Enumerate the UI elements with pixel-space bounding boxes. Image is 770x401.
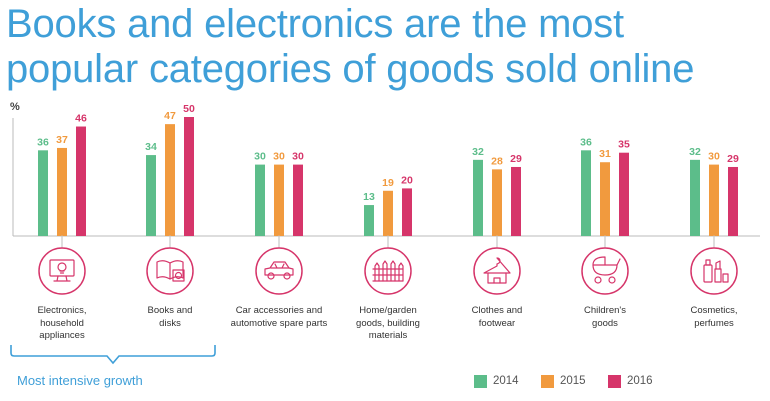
category-label-line: Clothes and (471, 305, 523, 316)
category-label-line: disks (159, 317, 181, 329)
data-label-children-s-goods-2016: 35 (618, 139, 630, 151)
data-label-electronics-household-appliances-2015: 37 (56, 134, 68, 146)
data-label-cosmetics-perfumes-2014: 32 (689, 146, 701, 158)
chart-title: Books and electronics are the most popul… (6, 2, 766, 92)
category-label-books-and-disks: Books and disks (105, 305, 235, 330)
legend-item-2015: 2015 (541, 373, 586, 389)
bar-group-home-garden-goods-building-materials: 13 19 20 (363, 174, 413, 236)
bar-groups: 36 37 46 34 47 50 30 30 30 13 19 20 32 28 29 36 31 35 32 30… (37, 103, 739, 236)
bar-car-accessories-and-automotive-spare-parts-2015 (274, 164, 284, 236)
bar-clothes-and-footwear-2014 (473, 159, 483, 236)
legend-item-2014: 2014 (474, 373, 519, 389)
legend-label-2015: 2015 (560, 375, 586, 387)
bar-group-children-s-goods: 36 31 35 (580, 136, 630, 236)
category-label-line: household (40, 317, 84, 329)
clothes-hanger-icon (473, 235, 521, 295)
bar-car-accessories-and-automotive-spare-parts-2016 (293, 164, 303, 236)
category-label-home-garden-goods-building-materials: Home/garden goods, building materials (323, 305, 453, 343)
category-label-line: Cosmetics, (690, 305, 738, 316)
bar-children-s-goods-2016 (619, 152, 629, 236)
legend-label-2016: 2016 (627, 375, 653, 387)
data-label-books-and-disks-2014: 34 (145, 141, 157, 153)
data-label-electronics-household-appliances-2016: 46 (75, 113, 87, 125)
data-label-children-s-goods-2015: 31 (599, 148, 611, 160)
bar-electronics-household-appliances-2015 (57, 147, 67, 236)
data-label-books-and-disks-2015: 47 (164, 110, 176, 122)
data-label-cosmetics-perfumes-2016: 29 (727, 153, 739, 165)
cosmetics-icon (690, 235, 738, 295)
legend-item-2016: 2016 (608, 373, 653, 389)
legend-swatch-2015 (541, 374, 554, 388)
growth-brace (10, 345, 216, 365)
category-label-line: goods, building (356, 317, 420, 329)
data-label-car-accessories-and-automotive-spare-parts-2015: 30 (273, 151, 285, 163)
bar-cosmetics-perfumes-2014 (690, 159, 700, 236)
category-label-line: footwear (478, 317, 516, 329)
y-axis-label: % (10, 101, 20, 113)
category-label-line: goods (592, 317, 618, 329)
category-label-children-s-goods: Children's goods (540, 305, 670, 330)
data-label-electronics-household-appliances-2014: 36 (37, 136, 49, 148)
bar-books-and-disks-2014 (146, 155, 156, 236)
legend-label-2014: 2014 (493, 375, 519, 387)
fence-house-icon (364, 235, 412, 295)
category-label-line: perfumes (694, 317, 734, 329)
legend-swatch-2016 (608, 374, 621, 388)
baby-stroller-icon (581, 235, 629, 295)
bar-home-garden-goods-building-materials-2015 (383, 190, 393, 236)
data-label-car-accessories-and-automotive-spare-parts-2016: 30 (292, 151, 304, 163)
bar-group-electronics-household-appliances: 36 37 46 (37, 113, 87, 236)
category-label-clothes-and-footwear: Clothes and footwear (432, 305, 562, 330)
data-label-clothes-and-footwear-2014: 32 (472, 146, 484, 158)
category-label-line: Car accessories and (235, 305, 323, 316)
bar-group-cosmetics-perfumes: 32 30 29 (689, 146, 739, 236)
category-icons (38, 235, 738, 295)
category-label-line: Books and (147, 305, 193, 316)
data-label-clothes-and-footwear-2016: 29 (510, 153, 522, 165)
bar-home-garden-goods-building-materials-2014 (364, 205, 374, 236)
bar-children-s-goods-2014 (581, 150, 591, 236)
category-label-line: Children's (584, 305, 626, 316)
category-label-car-accessories-and-automotive-spare-parts: Car accessories and automotive spare part… (214, 305, 344, 330)
books-disks-icon (146, 235, 194, 295)
category-label-cosmetics-perfumes: Cosmetics, perfumes (649, 305, 770, 330)
data-label-car-accessories-and-automotive-spare-parts-2014: 30 (254, 151, 266, 163)
category-label-line: appliances (39, 330, 85, 341)
category-label-line: Electronics, (37, 305, 87, 316)
category-label-electronics-household-appliances: Electronics, household appliances (0, 305, 127, 343)
bar-books-and-disks-2015 (165, 124, 175, 236)
bar-cosmetics-perfumes-2016 (728, 166, 738, 236)
data-label-cosmetics-perfumes-2015: 30 (708, 151, 720, 163)
data-label-books-and-disks-2016: 50 (183, 103, 195, 115)
electronics-icon (38, 235, 86, 295)
bar-car-accessories-and-automotive-spare-parts-2014 (255, 164, 265, 236)
bar-group-clothes-and-footwear: 32 28 29 (472, 146, 522, 236)
data-label-home-garden-goods-building-materials-2015: 19 (382, 177, 394, 189)
bar-clothes-and-footwear-2016 (511, 166, 521, 236)
bar-group-car-accessories-and-automotive-spare-parts: 30 30 30 (254, 151, 304, 236)
data-label-home-garden-goods-building-materials-2014: 13 (363, 191, 375, 203)
bar-home-garden-goods-building-materials-2016 (402, 188, 412, 236)
car-icon (255, 235, 303, 295)
bar-clothes-and-footwear-2015 (492, 169, 502, 236)
bar-children-s-goods-2015 (600, 162, 610, 236)
bar-group-books-and-disks: 34 47 50 (145, 103, 195, 236)
bar-books-and-disks-2016 (184, 117, 194, 236)
bar-electronics-household-appliances-2014 (38, 150, 48, 236)
data-label-home-garden-goods-building-materials-2016: 20 (401, 174, 413, 186)
chart-title-line-1: Books and electronics are the most (6, 2, 624, 46)
data-label-children-s-goods-2014: 36 (580, 136, 592, 148)
category-label-line: automotive spare parts (230, 317, 328, 329)
legend-swatch-2014 (474, 374, 487, 388)
category-label-line: materials (368, 330, 408, 341)
growth-annotation: Most intensive growth (17, 373, 143, 388)
data-label-clothes-and-footwear-2015: 28 (491, 155, 503, 167)
bar-cosmetics-perfumes-2015 (709, 164, 719, 236)
category-label-line: Home/garden (359, 305, 417, 316)
chart-title-line-2: popular categories of goods sold online (6, 47, 695, 91)
bar-electronics-household-appliances-2016 (76, 126, 86, 236)
